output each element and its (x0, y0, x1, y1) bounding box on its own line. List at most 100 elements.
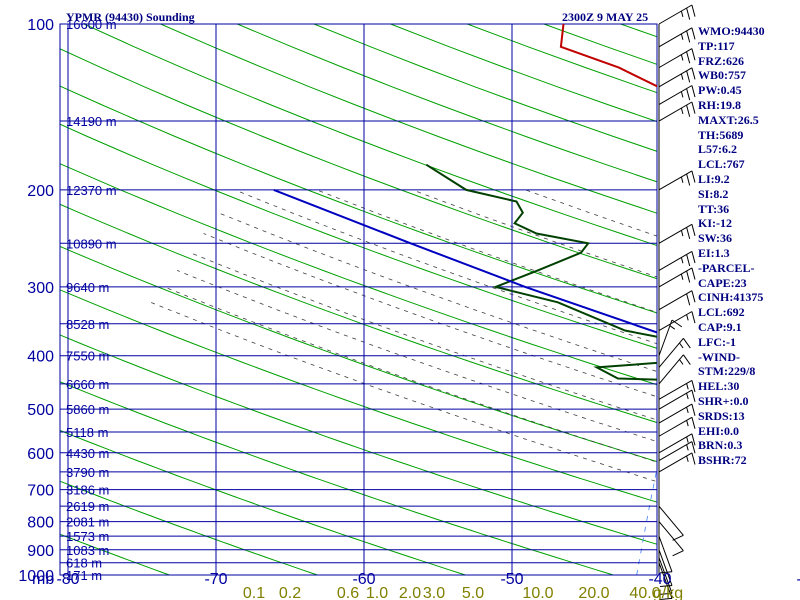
index-value: LCL:692 (698, 305, 745, 320)
wind-barb (658, 557, 673, 594)
indices-panel: WMO:94430 TP:117 FRZ:626 WB0:757 PW:0.45 RH:1… (698, 24, 798, 468)
index-value: FRZ:626 (698, 53, 744, 68)
temperature-tick-label: -80 (56, 571, 79, 588)
wind-barb-flag (691, 403, 696, 416)
index-value: KI:-12 (698, 216, 732, 231)
wind-barb-flag (682, 338, 691, 349)
wind-barb-flag (691, 85, 696, 98)
wind-barb-flag (680, 273, 684, 280)
wind-barb-flag (659, 571, 673, 574)
wind-barb-flag (691, 267, 696, 280)
temperature-tick-label: -50 (500, 571, 523, 588)
wind-barb (658, 549, 673, 586)
height-label: 14190 m (66, 114, 117, 129)
index-value: BRN:0.3 (698, 438, 743, 453)
index-value: -WIND- (698, 349, 740, 364)
height-label: 618 m (66, 556, 102, 571)
temperature-tick-label: -70 (204, 571, 227, 588)
index-value: STM:229/8 (698, 364, 756, 379)
pressure-tick-label: 400 (27, 349, 54, 366)
wind-barb-flag (686, 254, 691, 267)
wind-barb-flag (691, 4, 696, 17)
height-label: 9640 m (66, 280, 109, 295)
height-label: 5118 m (66, 425, 108, 440)
mixing-ratio-label: 40.0 (629, 585, 660, 600)
index-value: WB0:757 (698, 68, 746, 83)
wind-barb-flag (682, 354, 691, 365)
mixing-ratio-label: 0.1 (243, 585, 265, 600)
dewpoint-line (425, 163, 657, 381)
pressure-tick-label: 100 (27, 17, 54, 34)
index-value: TT:36 (698, 201, 730, 216)
moist-adiabat-lines (150, 189, 657, 483)
wind-barb-flag (691, 101, 696, 114)
wind-barb-flag (686, 104, 691, 117)
wind-barb-flag (686, 406, 689, 414)
wind-barb-flag (680, 176, 684, 183)
index-value: CAP:9.1 (698, 319, 742, 334)
temperature-tick-label: -60 (352, 571, 375, 588)
wind-barb (658, 337, 684, 368)
wind-barb (658, 354, 684, 385)
dry-adiabat (60, 245, 657, 463)
mixing-ratio-label: 20.0 (578, 585, 609, 600)
wind-barb (658, 85, 693, 105)
wind-barb-flag (686, 173, 691, 186)
index-value: CINH:41375 (698, 290, 764, 305)
wind-barb-column (658, 4, 696, 600)
wind-barb-flag (686, 383, 689, 390)
dry-adiabat-lines (60, 24, 657, 575)
wind-barb (658, 223, 693, 244)
index-value: CAPE:23 (698, 275, 747, 290)
height-label: 1573 m (66, 529, 109, 544)
timestamp: 2300Z 9 MAY 25 (562, 10, 648, 24)
mixing-ratio-label: 10.0 (522, 585, 553, 600)
wind-barb-flag (680, 230, 684, 237)
axis-labels: 100 200 300 400 500 600 700 800 900 1000 16600 m 14… (18, 17, 800, 600)
dry-adiabat (60, 289, 657, 503)
wind-barb (658, 67, 693, 88)
pressure-tick-label: 800 (27, 515, 54, 532)
wind-barb-flag (680, 257, 684, 264)
wind-barb-flag (680, 10, 684, 18)
wind-barb-flag (691, 170, 696, 183)
mixing-ratio-label: g/kg (653, 585, 683, 600)
wind-barb-flag (686, 420, 689, 427)
height-label: 8528 m (66, 317, 109, 332)
height-label: 1083 m (66, 543, 109, 558)
index-value: SW:36 (698, 231, 733, 246)
wind-barb (658, 250, 693, 271)
temperature-tick-label: -40 (648, 571, 671, 588)
wind-barb-flag (691, 417, 696, 429)
mixing-ratio-label: 2.0 (399, 585, 421, 600)
wind-barb (658, 389, 693, 410)
moist-adiabat (150, 301, 657, 483)
dry-adiabat (60, 85, 657, 314)
parcel-line (273, 188, 657, 334)
pressure-tick-label: 200 (27, 183, 54, 200)
wind-barb-flag (686, 227, 691, 240)
index-value: HEL:30 (698, 379, 740, 394)
isobar-lines (59, 23, 658, 576)
wind-barb-flag (691, 380, 696, 393)
pressure-tick-label: 900 (27, 543, 54, 560)
wind-barb-flag (686, 455, 689, 462)
index-value: WMO:94430 (698, 24, 765, 38)
index-value: PW:0.45 (698, 83, 742, 98)
height-label: 171 m (66, 568, 102, 583)
wind-barb-flag (686, 70, 691, 83)
wind-barb-flag (659, 597, 673, 600)
pressure-tick-label: 300 (27, 280, 54, 297)
dry-adiabat (60, 203, 657, 424)
index-value: TH:5689 (698, 127, 744, 142)
height-label: 2081 m (66, 515, 109, 530)
index-value: TP:117 (698, 38, 735, 53)
pressure-tick-label: 600 (27, 446, 54, 463)
index-value: EHI:0.0 (698, 423, 740, 438)
wind-barb-flag (686, 293, 691, 306)
pressure-tick-label: 500 (27, 402, 54, 419)
wind-barb (658, 521, 684, 552)
height-label: 4430 m (66, 446, 109, 461)
wind-barb (658, 101, 693, 122)
mixing-ratio-label: 5.0 (462, 585, 484, 600)
